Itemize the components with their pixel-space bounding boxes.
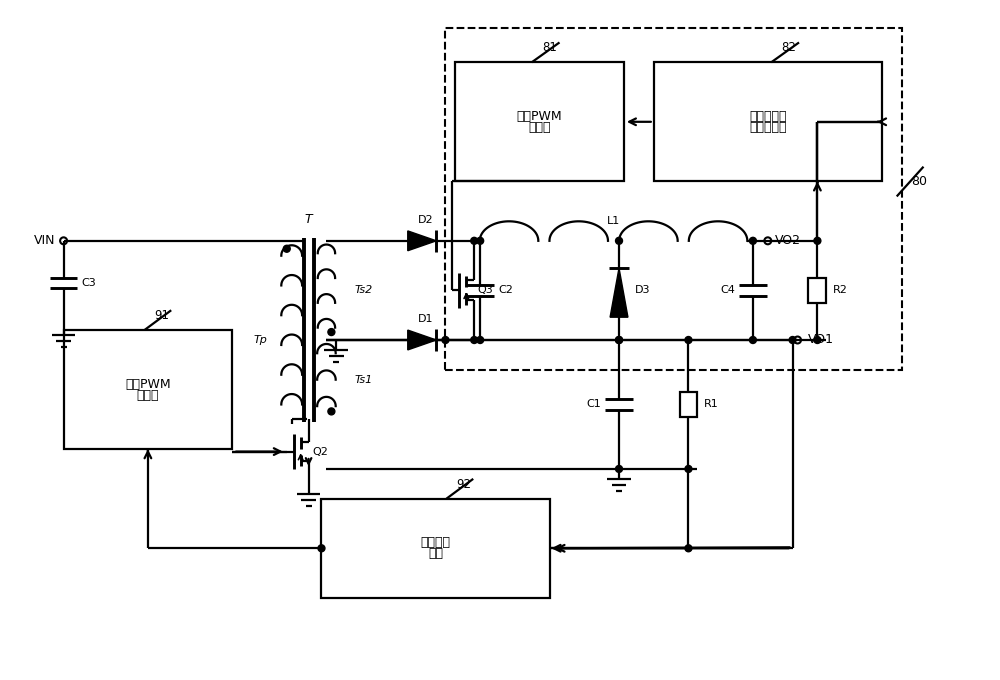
Text: Tp: Tp (253, 335, 267, 345)
Polygon shape (610, 268, 628, 317)
Text: R2: R2 (833, 286, 848, 295)
Text: Ts2: Ts2 (354, 286, 372, 295)
Bar (680, 392, 697, 417)
Circle shape (471, 237, 478, 244)
Text: 控制器: 控制器 (528, 121, 551, 134)
Circle shape (616, 466, 622, 473)
Circle shape (283, 245, 290, 252)
Text: 控制器: 控制器 (137, 389, 159, 402)
Circle shape (685, 337, 692, 343)
Circle shape (477, 337, 484, 343)
Text: VO2: VO2 (775, 235, 801, 248)
Bar (445, 28, 902, 370)
Text: Q2: Q2 (313, 447, 328, 456)
Text: D2: D2 (418, 215, 433, 225)
Text: 80: 80 (912, 175, 928, 188)
Circle shape (442, 337, 449, 343)
Circle shape (814, 337, 821, 343)
Text: 第二基准误: 第二基准误 (749, 109, 787, 123)
Text: R1: R1 (704, 399, 719, 409)
Circle shape (616, 337, 622, 343)
Circle shape (616, 337, 622, 343)
Circle shape (685, 466, 692, 473)
Text: T: T (305, 213, 312, 226)
Circle shape (471, 337, 478, 343)
Text: 91: 91 (154, 309, 169, 322)
Text: VO1: VO1 (807, 333, 833, 347)
Text: C1: C1 (586, 399, 601, 409)
Text: 第三PWM: 第三PWM (517, 109, 562, 123)
Text: 82: 82 (782, 41, 797, 54)
Text: 第二PWM: 第二PWM (125, 377, 171, 390)
Circle shape (749, 237, 756, 244)
Text: VIN: VIN (34, 235, 56, 248)
Text: Q3: Q3 (477, 286, 493, 295)
Bar (808, 278, 826, 303)
Polygon shape (408, 330, 436, 350)
Text: D3: D3 (635, 286, 650, 295)
Bar (321, 498, 550, 598)
Text: Ts1: Ts1 (354, 375, 372, 385)
Circle shape (477, 237, 484, 244)
Text: L1: L1 (607, 216, 620, 226)
Circle shape (328, 408, 335, 415)
Text: C2: C2 (498, 286, 513, 295)
Circle shape (789, 337, 796, 343)
Text: C3: C3 (81, 278, 96, 288)
Text: D1: D1 (418, 314, 433, 324)
Circle shape (749, 337, 756, 343)
Text: 单元: 单元 (428, 547, 443, 560)
Polygon shape (408, 231, 436, 251)
Bar (64, 330, 232, 449)
Text: 81: 81 (542, 41, 557, 54)
Text: C4: C4 (720, 286, 735, 295)
Bar (654, 63, 882, 182)
Circle shape (685, 545, 692, 551)
Circle shape (814, 237, 821, 244)
Bar (455, 63, 624, 182)
Text: 92: 92 (456, 478, 471, 491)
Circle shape (328, 328, 335, 335)
Text: 反馈隔离: 反馈隔离 (421, 537, 451, 549)
Circle shape (616, 237, 622, 244)
Circle shape (318, 545, 325, 551)
Text: 差放大电路: 差放大电路 (749, 121, 787, 134)
